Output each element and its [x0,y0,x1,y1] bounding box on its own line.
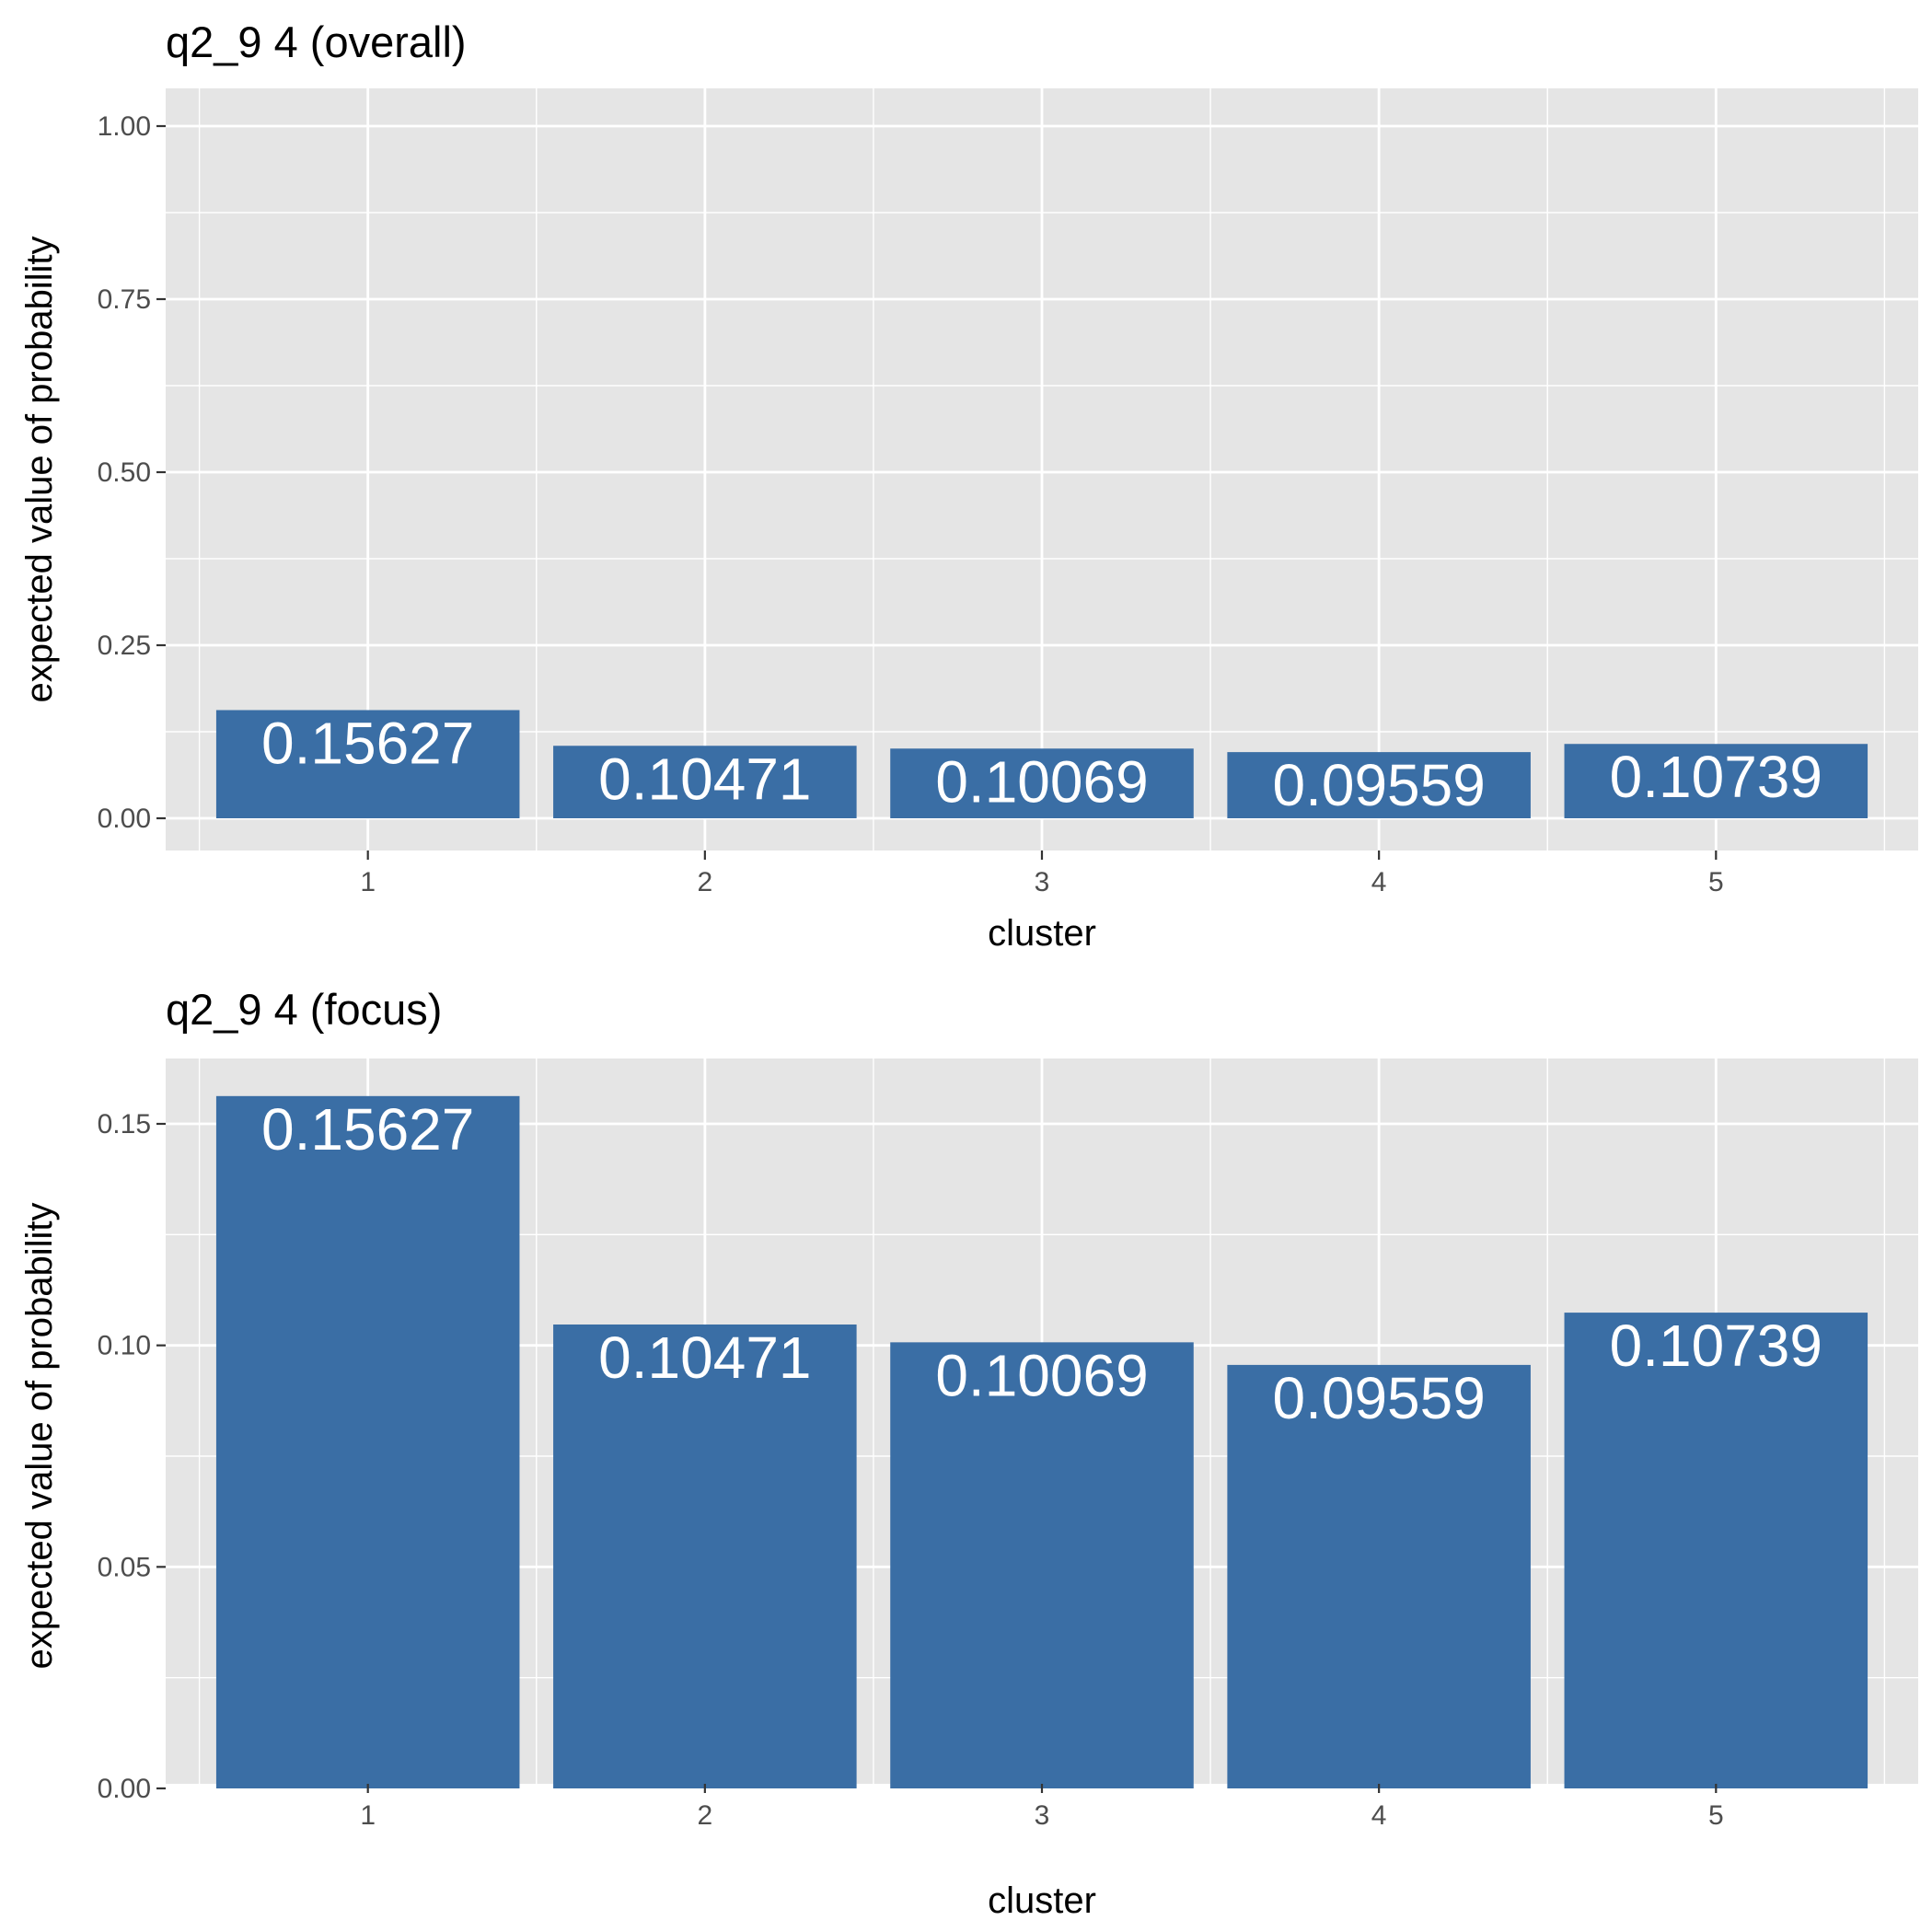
x-tick-label: 3 [1035,867,1050,897]
x-tick-label: 4 [1371,867,1387,897]
bars: 0.15627 0.10471 0.10069 0.09559 0.10739 [215,1095,1868,1788]
x-axis-label: cluster [988,1880,1096,1921]
x-axis-label: cluster [988,913,1096,954]
bar-value-label: 0.10739 [1610,1313,1822,1379]
chart-title: q2_9 4 (focus) [166,985,442,1034]
y-tick-label: 0.00 [98,1774,151,1804]
x-tick-label: 2 [698,1800,713,1831]
bar [890,1342,1194,1788]
y-tick-label: 0.15 [98,1109,151,1140]
bar [1564,1313,1868,1788]
bar-value-label: 0.10739 [1610,744,1822,810]
bar [890,748,1194,818]
axis-ticks: 0.00 0.05 0.10 0.15 1 2 3 4 5 [98,1109,1724,1831]
bar [215,1095,520,1788]
bar-value-label: 0.09559 [1272,752,1485,818]
y-tick-label: 0.05 [98,1552,151,1582]
y-axis-label: expected value of probability [19,1203,60,1670]
bar-value-label: 0.10471 [598,1325,811,1391]
x-tick-label: 4 [1371,1800,1387,1831]
bar-value-label: 0.10069 [935,1342,1148,1408]
y-tick-label: 0.00 [98,804,151,834]
bar-value-label: 0.15627 [261,1096,474,1163]
y-tick-label: 0.50 [98,457,151,488]
chart-title: q2_9 4 (overall) [166,17,467,66]
bar [553,1324,857,1788]
bar [215,710,520,818]
axis-ticks: 0.00 0.25 0.50 0.75 1.00 1 2 3 4 5 [98,111,1724,897]
bars: 0.15627 0.10471 0.10069 0.09559 0.10739 [215,710,1868,818]
bar-value-label: 0.09559 [1272,1365,1485,1431]
bar-value-label: 0.10471 [598,746,811,812]
y-tick-label: 1.00 [98,111,151,142]
x-tick-label: 1 [360,867,376,897]
bar-value-label: 0.10069 [935,748,1148,815]
y-tick-label: 0.10 [98,1331,151,1361]
chart-panel-focus: q2_9 4 (focus) 0.15627 0.10471 0.10069 0.09… [19,985,1918,1921]
x-tick-label: 1 [360,1800,376,1831]
x-tick-label: 2 [698,867,713,897]
x-tick-label: 3 [1035,1800,1050,1831]
bar [1227,1364,1531,1788]
y-axis-label: expected value of probability [19,237,60,703]
y-tick-label: 0.75 [98,284,151,315]
bar [1227,752,1531,818]
x-tick-label: 5 [1708,867,1724,897]
bar-value-label: 0.15627 [261,710,474,776]
y-tick-label: 0.25 [98,631,151,661]
bar [1564,744,1868,818]
bar [553,746,857,818]
x-tick-label: 5 [1708,1800,1724,1831]
